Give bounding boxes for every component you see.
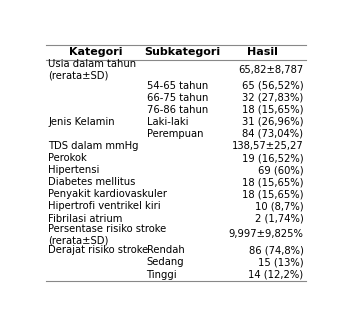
Text: 15 (13%): 15 (13%) (258, 258, 303, 267)
Text: Sedang: Sedang (146, 258, 184, 267)
Text: Perempuan: Perempuan (146, 129, 203, 139)
Text: Hipertensi: Hipertensi (48, 165, 99, 175)
Text: 31 (26,96%): 31 (26,96%) (242, 117, 303, 127)
Text: 32 (27,83%): 32 (27,83%) (242, 93, 303, 103)
Text: Penyakit kardiovaskuler: Penyakit kardiovaskuler (48, 189, 167, 199)
Text: 18 (15,65%): 18 (15,65%) (242, 177, 303, 187)
Text: 14 (12,2%): 14 (12,2%) (248, 270, 303, 280)
Text: Hasil: Hasil (247, 47, 278, 58)
Text: 65 (56,52%): 65 (56,52%) (242, 80, 303, 91)
Text: Kategori: Kategori (69, 47, 122, 58)
Text: Rendah: Rendah (146, 245, 184, 255)
Text: Fibrilasi atrium: Fibrilasi atrium (48, 214, 122, 224)
Text: 19 (16,52%): 19 (16,52%) (242, 153, 303, 163)
Text: 138,57±25,27: 138,57±25,27 (232, 141, 303, 151)
Text: Subkategori: Subkategori (144, 47, 221, 58)
Text: 10 (8,7%): 10 (8,7%) (255, 201, 303, 211)
Text: Usia dalam tahun
(rerata±SD): Usia dalam tahun (rerata±SD) (48, 59, 136, 80)
Text: 18 (15,65%): 18 (15,65%) (242, 105, 303, 115)
Text: 86 (74,8%): 86 (74,8%) (249, 245, 303, 255)
Text: Diabetes mellitus: Diabetes mellitus (48, 177, 135, 187)
Text: 66-75 tahun: 66-75 tahun (146, 93, 208, 103)
Text: Jenis Kelamin: Jenis Kelamin (48, 117, 115, 127)
Text: Perokok: Perokok (48, 153, 87, 163)
Text: 65,82±8,787: 65,82±8,787 (238, 65, 303, 75)
Text: 18 (15,65%): 18 (15,65%) (242, 189, 303, 199)
Text: 9,997±9,825%: 9,997±9,825% (228, 230, 303, 239)
Text: TDS dalam mmHg: TDS dalam mmHg (48, 141, 139, 151)
Text: Laki-laki: Laki-laki (146, 117, 188, 127)
Text: Hipertrofi ventrikel kiri: Hipertrofi ventrikel kiri (48, 201, 161, 211)
Text: Derajat risiko stroke: Derajat risiko stroke (48, 245, 149, 255)
Text: Persentase risiko stroke
(rerata±SD): Persentase risiko stroke (rerata±SD) (48, 224, 166, 245)
Text: 2 (1,74%): 2 (1,74%) (255, 214, 303, 224)
Text: Tinggi: Tinggi (146, 270, 177, 280)
Text: 69 (60%): 69 (60%) (258, 165, 303, 175)
Text: 84 (73,04%): 84 (73,04%) (243, 129, 303, 139)
Text: 76-86 tahun: 76-86 tahun (146, 105, 208, 115)
Text: 54-65 tahun: 54-65 tahun (146, 80, 208, 91)
